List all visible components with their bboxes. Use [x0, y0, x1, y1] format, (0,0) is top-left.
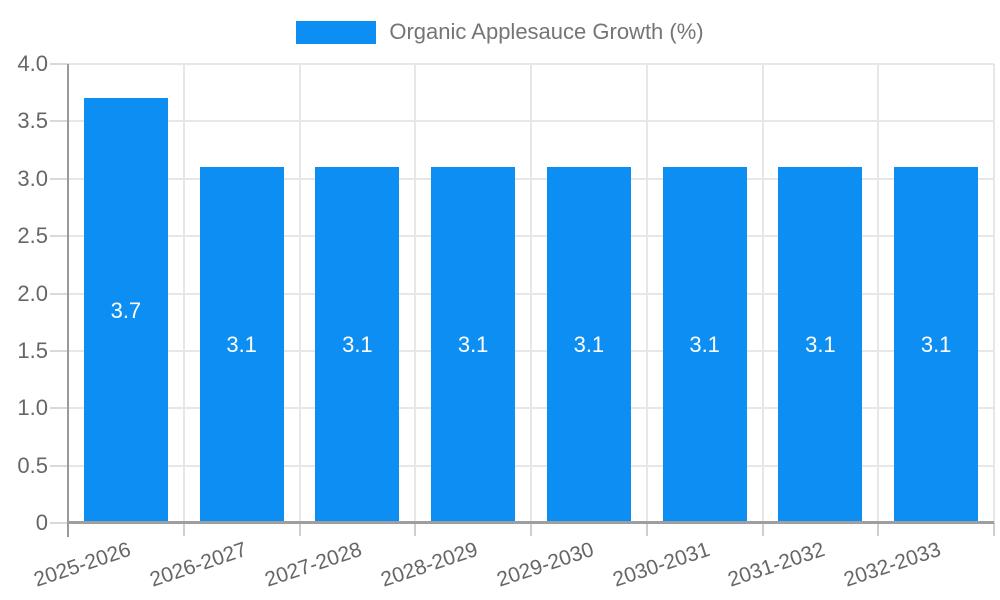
- x-axis-line: [68, 521, 994, 524]
- y-axis-label: 1.0: [17, 395, 48, 421]
- bar-value-label: 3.1: [457, 332, 489, 358]
- gridline-vertical: [877, 64, 880, 523]
- x-axis-tick: [993, 523, 995, 536]
- gridline-vertical: [993, 64, 995, 523]
- y-axis-label: 3.5: [17, 108, 48, 134]
- x-axis-tick: [414, 523, 417, 536]
- bar-value-label: 3.1: [805, 332, 836, 358]
- bar[interactable]: 3.1: [431, 167, 516, 523]
- bar[interactable]: 3.7: [83, 98, 168, 523]
- chart-legend[interactable]: Organic Applesauce Growth (%): [0, 19, 1000, 45]
- y-axis-tick: [50, 292, 68, 295]
- y-axis-tick: [50, 63, 68, 65]
- y-axis-tick: [50, 349, 68, 352]
- gridline-vertical: [298, 64, 301, 523]
- y-axis-label: 0: [35, 510, 48, 535]
- bar-value-label: 3.7: [110, 297, 142, 323]
- y-axis-tick: [50, 120, 68, 123]
- y-axis-tick: [50, 407, 68, 410]
- y-axis-tick: [50, 177, 68, 180]
- x-axis-tick: [298, 523, 301, 536]
- bar[interactable]: 3.1: [662, 167, 747, 523]
- bar[interactable]: 3.1: [315, 167, 400, 523]
- y-axis-label: 1.5: [17, 337, 48, 363]
- y-axis-tick: [50, 522, 68, 524]
- plot-area: 3.7 3.1 3.1 3.1 3.1 3.1 3.1 3.1: [50, 63, 995, 536]
- x-axis-tick: [645, 523, 648, 536]
- bar[interactable]: 3.1: [778, 167, 863, 523]
- bar-value-label: 3.1: [226, 332, 257, 358]
- y-axis-label: 3.0: [17, 165, 48, 191]
- gridline-vertical: [182, 64, 185, 523]
- y-axis-label: 2.0: [17, 280, 48, 306]
- bar[interactable]: 3.1: [199, 167, 284, 523]
- y-axis-tick: [50, 235, 68, 238]
- x-axis-tick: [530, 523, 532, 536]
- y-axis-tick: [50, 464, 68, 467]
- y-axis-line: [67, 64, 69, 537]
- gridline-vertical: [761, 64, 764, 523]
- legend-swatch: [296, 20, 377, 44]
- x-axis-tick: [761, 523, 764, 536]
- gridline-vertical: [414, 64, 417, 523]
- bar-value-label: 3.1: [573, 332, 605, 358]
- legend-label: Organic Applesauce Growth (%): [389, 19, 704, 44]
- gridline-vertical: [530, 64, 532, 523]
- bar-value-label: 3.1: [689, 332, 720, 358]
- y-axis-label: 2.5: [17, 223, 48, 249]
- y-axis-label: 4.0: [17, 51, 48, 76]
- x-axis-tick: [182, 523, 185, 536]
- x-axis-tick: [877, 523, 880, 536]
- gridline-vertical: [645, 64, 648, 523]
- bar-value-label: 3.1: [920, 332, 952, 358]
- bar[interactable]: 3.1: [894, 167, 979, 523]
- bar[interactable]: 3.1: [546, 167, 631, 523]
- bar-value-label: 3.1: [342, 332, 373, 358]
- y-axis-label: 0.5: [17, 452, 48, 478]
